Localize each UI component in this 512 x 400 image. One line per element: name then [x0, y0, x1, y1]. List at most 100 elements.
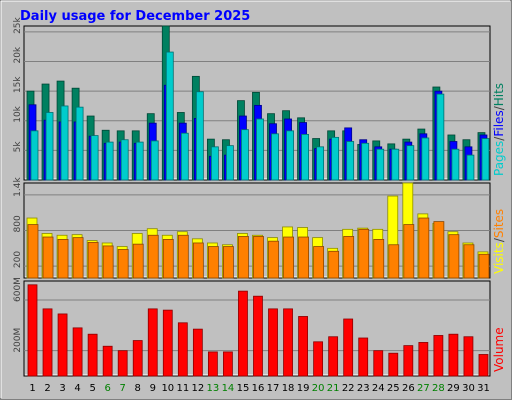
- x-tick-label: 7: [120, 383, 126, 394]
- bar-pages-day-22: [346, 141, 355, 181]
- bar-pages-day-8: [135, 141, 144, 181]
- bar-volume-day-18: [283, 308, 293, 377]
- bar-sites-day-16: [253, 236, 264, 279]
- x-tick-label: 26: [402, 383, 415, 394]
- x-tick-label: 25: [387, 383, 400, 394]
- bar-volume-day-24: [373, 350, 384, 377]
- legend-volume: Volume: [492, 327, 506, 372]
- bar-pages-day-25: [391, 148, 400, 181]
- bar-volume-day-29: [448, 333, 459, 377]
- bar-sites-day-28: [433, 221, 445, 279]
- bar-pages-day-10: [165, 51, 174, 181]
- bar-sites-day-27: [418, 217, 430, 279]
- y-tick-label: 25k: [13, 16, 23, 33]
- x-tick-label: 12: [192, 383, 205, 394]
- bar-sites-day-13: [207, 246, 219, 279]
- bar-pages-day-30: [466, 154, 475, 181]
- bar-volume-day-28: [433, 335, 444, 377]
- x-tick-label: 27: [417, 383, 430, 394]
- panel-visits-legend: Visits/Sites: [492, 209, 506, 274]
- bar-sites-day-1: [27, 224, 39, 279]
- legend-visits: Visits: [492, 242, 506, 274]
- bar-sites-day-9: [147, 234, 159, 279]
- x-tick-label: 24: [372, 383, 385, 394]
- x-tick-label: 28: [432, 383, 445, 394]
- bar-pages-day-27: [421, 137, 430, 181]
- chart-title: Daily usage for December 2025: [20, 9, 250, 24]
- bar-volume-day-6: [102, 345, 113, 377]
- x-tick-label: 18: [282, 383, 295, 394]
- bar-volume-day-3: [57, 313, 68, 377]
- bar-pages-day-2: [45, 112, 54, 181]
- x-tick-label: 17: [267, 383, 280, 394]
- bar-volume-day-21: [328, 336, 339, 377]
- y-tick-label: 10k: [13, 105, 23, 122]
- bar-pages-day-11: [180, 132, 189, 181]
- bar-sites-day-14: [223, 246, 234, 279]
- bar-volume-day-22: [343, 318, 354, 377]
- legend-separator: /: [492, 105, 506, 110]
- bar-pages-day-18: [286, 130, 294, 181]
- bar-sites-day-29: [448, 234, 460, 279]
- bar-volume-day-31: [478, 354, 489, 377]
- bar-sites-day-19: [298, 236, 309, 279]
- bar-pages-day-31: [481, 138, 490, 181]
- bar-volume-day-23: [358, 337, 369, 377]
- bar-sites-day-17: [268, 240, 279, 279]
- bar-sites-day-26: [403, 224, 415, 279]
- legend-files: Files: [492, 110, 506, 136]
- bar-volume-day-12: [192, 328, 203, 377]
- x-tick-label: 14: [222, 383, 235, 394]
- x-tick-label: 13: [207, 383, 220, 394]
- bar-volume-day-11: [177, 322, 188, 377]
- bar-sites-day-31: [478, 253, 490, 279]
- x-tick-label: 8: [135, 383, 141, 394]
- bar-pages-day-23: [361, 142, 370, 181]
- bar-volume-day-20: [313, 341, 324, 377]
- x-tick-label: 3: [59, 383, 65, 394]
- y-tick-label: 5k: [13, 141, 23, 153]
- series-volume: [27, 284, 489, 377]
- y-tick-label: 15k: [13, 76, 23, 93]
- bar-sites-day-6: [102, 245, 114, 279]
- bar-pages-day-9: [150, 140, 159, 181]
- bar-sites-day-5: [87, 241, 99, 279]
- y-tick-label: 600M: [13, 277, 23, 302]
- bar-volume-day-1: [27, 284, 38, 377]
- bar-volume-day-4: [72, 327, 83, 377]
- x-tick-label: 1: [29, 383, 35, 394]
- bar-pages-day-29: [451, 148, 460, 181]
- bar-pages-day-6: [105, 141, 114, 181]
- bar-sites-day-20: [313, 246, 325, 279]
- bar-volume-day-5: [87, 333, 98, 377]
- x-tick-label: 22: [342, 383, 355, 394]
- bar-volume-day-8: [132, 340, 143, 377]
- bar-pages-day-20: [316, 146, 325, 181]
- bar-volume-day-19: [298, 316, 308, 377]
- bar-sites-day-30: [463, 244, 475, 279]
- x-tick-label: 19: [297, 383, 310, 394]
- bar-sites-day-12: [192, 242, 204, 279]
- bar-volume-day-2: [42, 308, 53, 377]
- x-tick-label: 11: [176, 383, 189, 394]
- panel-hits-legend: Pages/Files/Hits: [492, 83, 506, 176]
- bar-sites-day-23: [358, 228, 370, 279]
- legend-pages: Pages: [492, 141, 506, 176]
- x-tick-label: 23: [357, 383, 370, 394]
- x-tick-label: 29: [447, 383, 460, 394]
- bar-volume-day-7: [117, 350, 128, 377]
- legend-separator: /: [492, 237, 506, 242]
- bar-sites-day-3: [57, 239, 69, 279]
- x-tick-label: 6: [104, 383, 110, 394]
- bar-volume-day-26: [403, 345, 414, 377]
- bar-volume-day-10: [162, 309, 173, 377]
- bar-pages-day-28: [436, 93, 445, 181]
- x-tick-label: 30: [462, 383, 475, 394]
- series-sites: [27, 217, 490, 279]
- bar-pages-day-15: [241, 129, 249, 181]
- x-tick-label: 5: [89, 383, 95, 394]
- bar-pages-day-14: [226, 145, 234, 181]
- bar-pages-day-7: [120, 139, 129, 181]
- bar-volume-day-25: [388, 352, 399, 377]
